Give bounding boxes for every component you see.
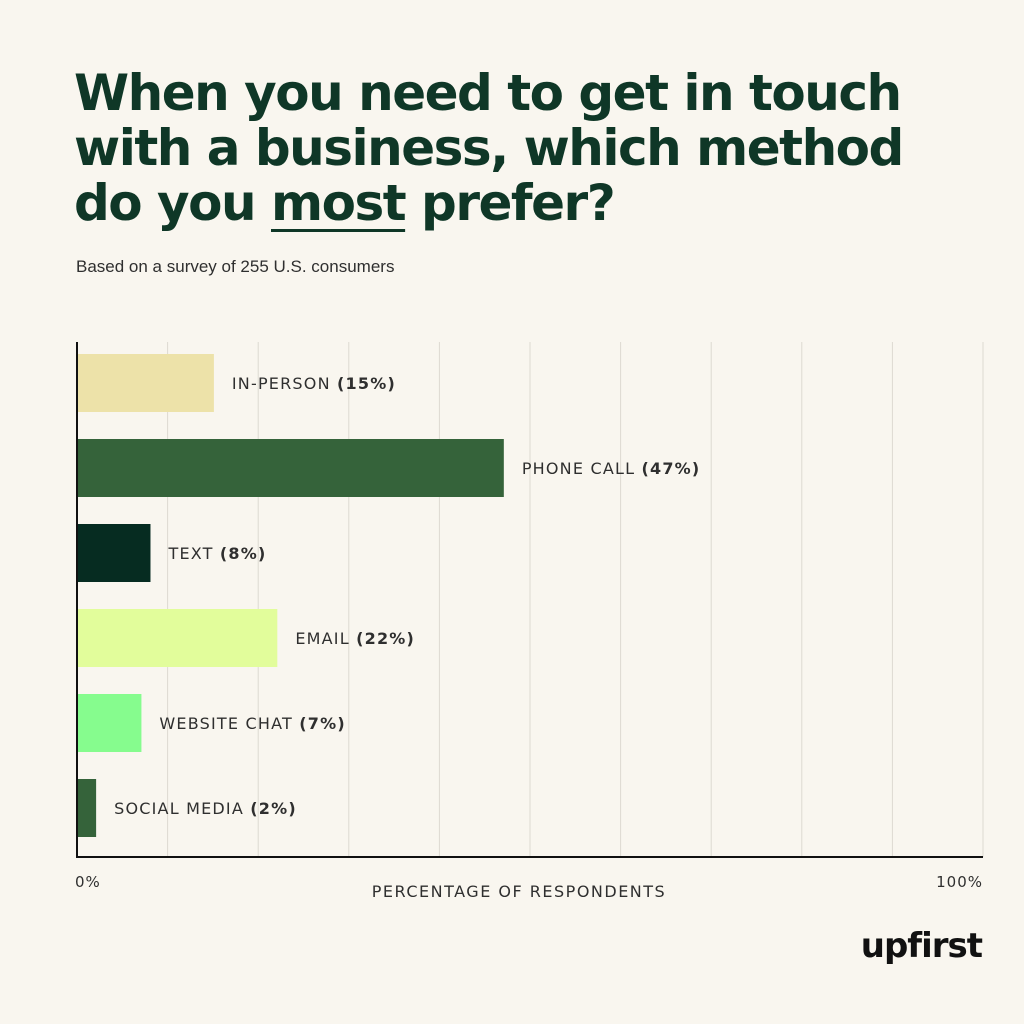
bar-category-label: IN-PERSON	[232, 374, 337, 393]
bar-label-website-chat: WEBSITE CHAT (7%)	[159, 714, 345, 733]
bar-in-person	[78, 354, 214, 412]
bar-category-label: WEBSITE CHAT	[159, 714, 299, 733]
bar-label-text: TEXT (8%)	[167, 544, 266, 563]
title-line-1: When you need to get in touch	[74, 64, 902, 122]
title-emphasis: most	[271, 174, 407, 232]
bar-value-label: (22%)	[356, 629, 415, 648]
x-axis-label: PERCENTAGE OF RESPONDENTS	[372, 882, 666, 901]
bar-category-label: PHONE CALL	[522, 459, 642, 478]
bar-label-social-media: SOCIAL MEDIA (2%)	[114, 799, 297, 818]
bar-label-email: EMAIL (22%)	[295, 629, 415, 648]
bar-category-label: EMAIL	[295, 629, 356, 648]
bar-phone-call	[78, 439, 504, 497]
x-min-label: 0%	[75, 873, 101, 891]
bar-value-label: (2%)	[250, 799, 297, 818]
upfirst-logo: upfirst	[860, 926, 983, 966]
bar-value-label: (7%)	[299, 714, 346, 733]
bar-text	[78, 524, 151, 582]
bar-website-chat	[78, 694, 142, 752]
grid-lines	[167, 342, 984, 857]
title-line-3-pre: do you	[74, 174, 271, 232]
bar-category-label: TEXT	[167, 544, 219, 563]
chart-subtitle: Based on a survey of 255 U.S. consumers	[76, 257, 395, 276]
chart-title: When you need to get in touch with a bus…	[74, 66, 974, 231]
bar-category-label: SOCIAL MEDIA	[114, 799, 250, 818]
bar-value-label: (47%)	[641, 459, 700, 478]
bar-label-phone-call: PHONE CALL (47%)	[522, 459, 701, 478]
title-line-2: with a business, which method	[74, 119, 904, 177]
bars	[78, 354, 504, 837]
bar-labels: IN-PERSON (15%) PHONE CALL (47%) TEXT (8%)…	[114, 374, 701, 818]
bar-social-media	[78, 779, 97, 837]
bar-value-label: (8%)	[220, 544, 267, 563]
bar-value-label: (15%)	[337, 374, 396, 393]
bar-label-in-person: IN-PERSON (15%)	[232, 374, 396, 393]
title-line-3-post: prefer?	[405, 174, 616, 232]
x-max-label: 100%	[936, 873, 983, 891]
bar-email	[78, 609, 278, 667]
